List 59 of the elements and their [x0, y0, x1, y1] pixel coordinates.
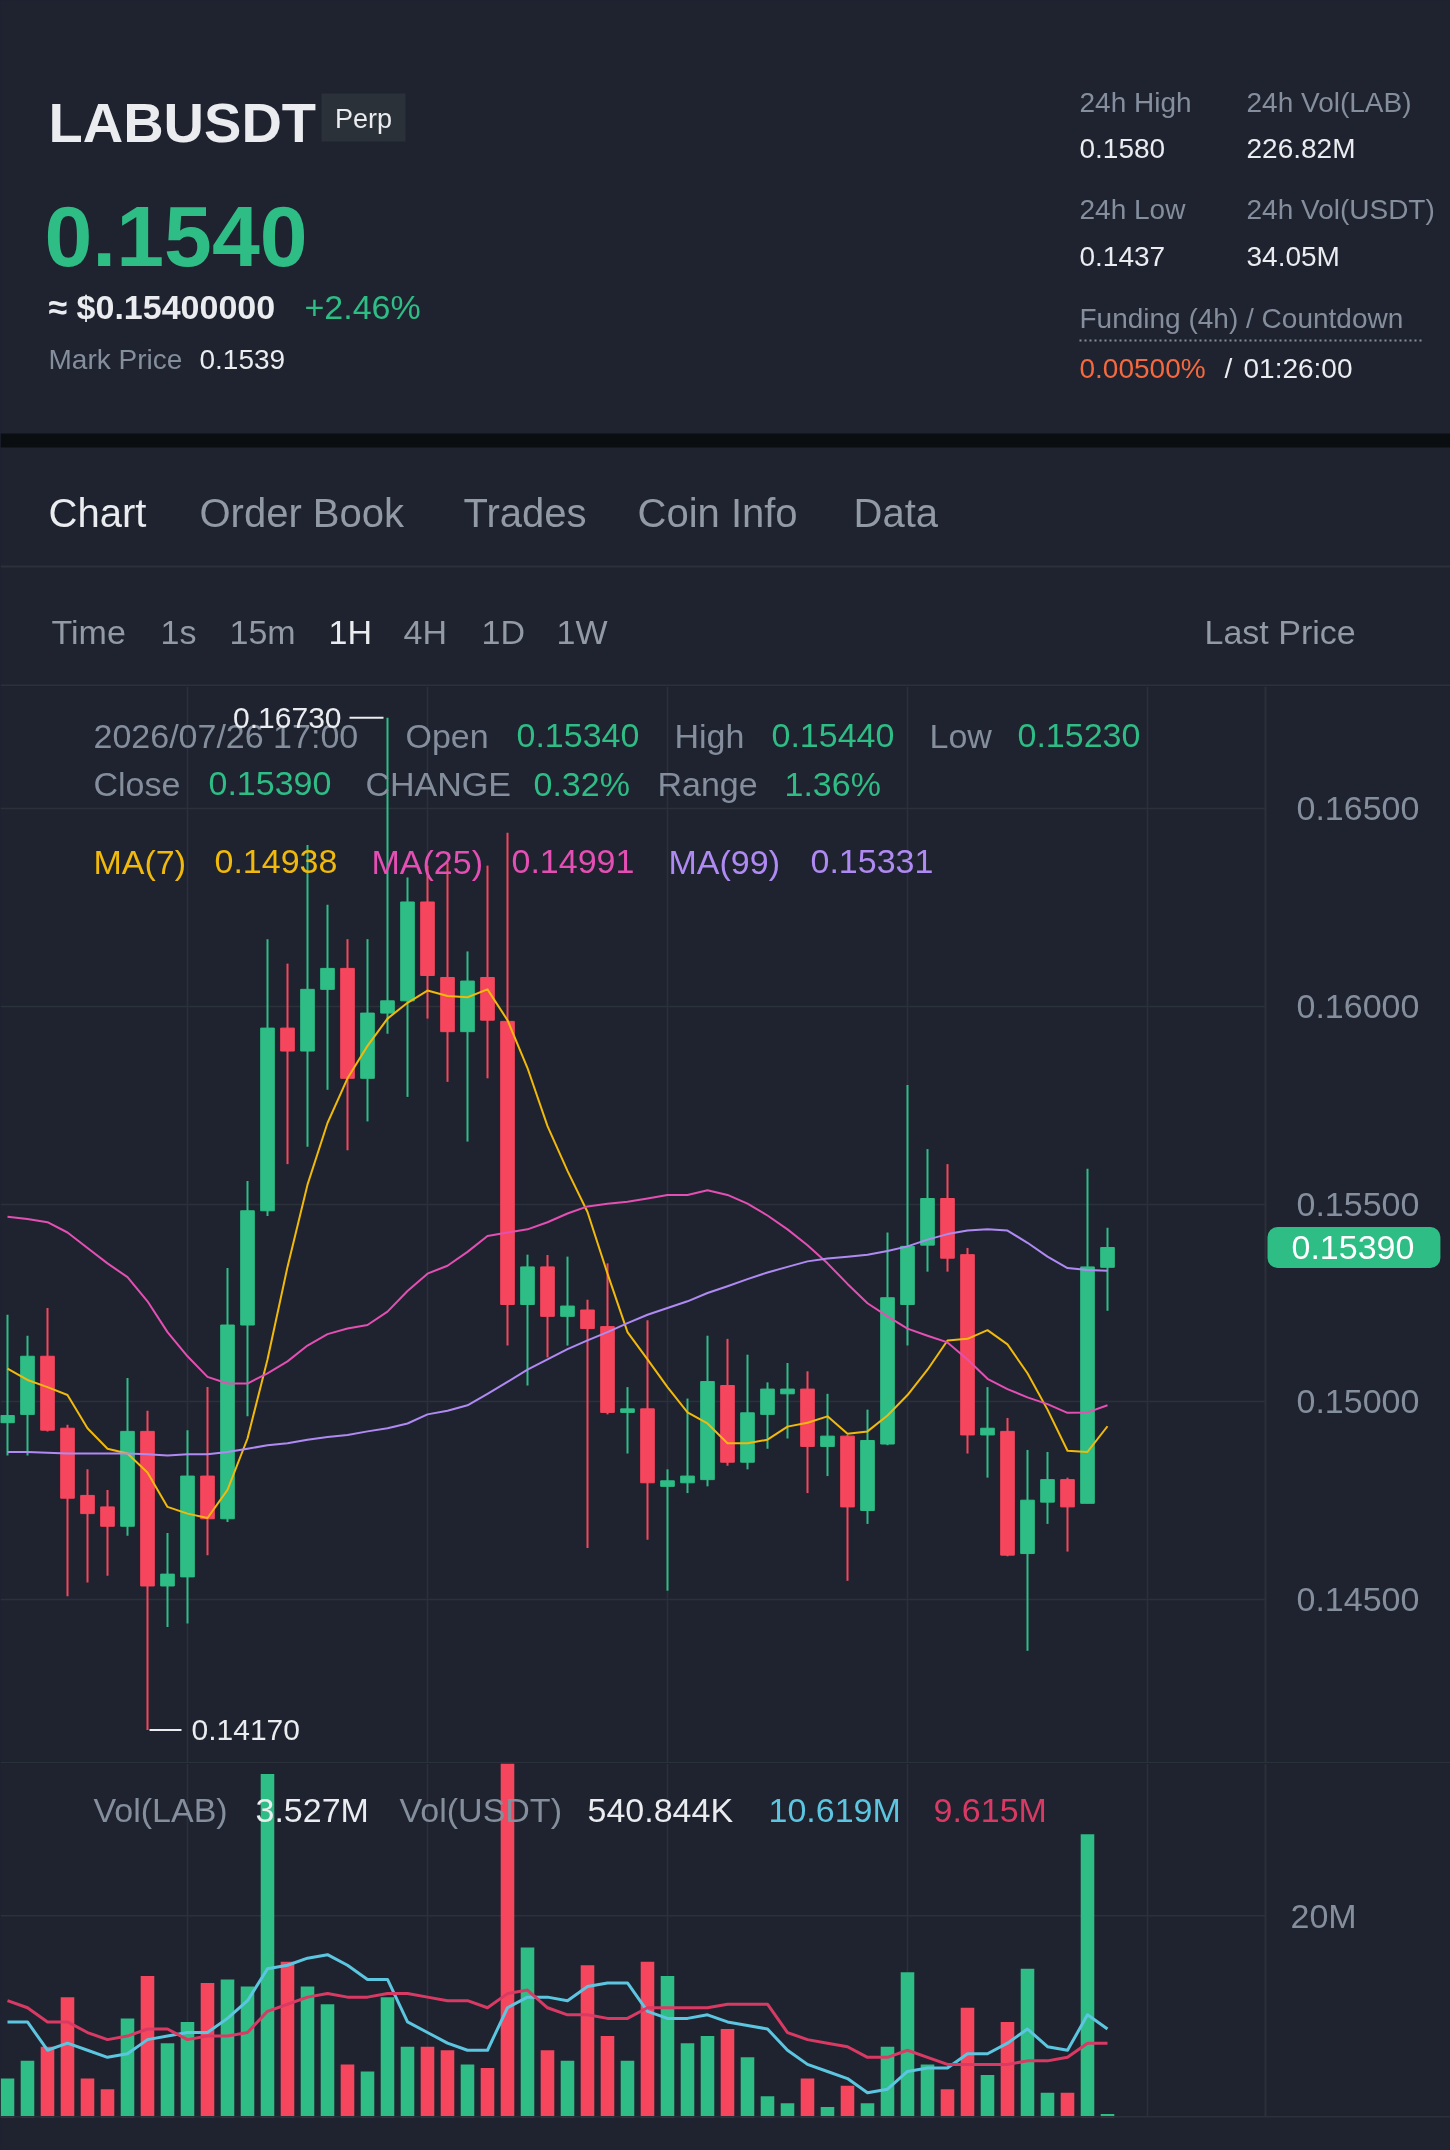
text: 0.00500%: [1079, 353, 1206, 384]
text: Funding (4h) / Countdown: [1079, 303, 1404, 334]
annotation: 10.619M: [768, 1790, 901, 1829]
text: /: [1224, 353, 1233, 384]
text: Trades: [463, 490, 587, 535]
text: 1D: [481, 612, 525, 651]
annotation: Range: [657, 764, 758, 803]
annotation: Close: [93, 764, 181, 803]
annotation: 9.615M: [933, 1790, 1047, 1829]
text: 34.05M: [1246, 241, 1340, 272]
text: ≈ $0.15400000: [48, 287, 276, 326]
annotation: 0.15230: [1017, 716, 1141, 754]
text: 24h Vol(LAB): [1246, 87, 1412, 118]
text: 01:26:00: [1243, 353, 1353, 384]
text: Order Book: [199, 490, 406, 535]
annotation: Vol(LAB): [93, 1790, 228, 1829]
text: 0.1539: [199, 344, 286, 375]
text: Data: [853, 490, 939, 535]
text: MA(99): [668, 842, 780, 881]
y-tick-label: 0.16000: [1296, 986, 1420, 1025]
text: 0.1540: [44, 188, 308, 284]
annotation: 0.32%: [533, 764, 630, 803]
annotation: 0.15390: [208, 764, 332, 802]
y-tick-label: 0.16500: [1296, 789, 1420, 828]
text: Time: [51, 612, 126, 651]
text: 0.1437: [1079, 241, 1166, 272]
ref-line-label: 20M: [1290, 1896, 1357, 1935]
text: 0.1580: [1079, 133, 1166, 164]
text: 24h Vol(USDT): [1246, 194, 1435, 225]
text: LABUSDT: [48, 91, 317, 154]
text: Last Price: [1204, 612, 1356, 651]
text: 15m: [229, 612, 296, 651]
text: 24h High: [1079, 87, 1192, 118]
text: 24h Low: [1079, 194, 1187, 225]
annotation: Low: [929, 716, 993, 755]
annotation: 540.844K: [587, 1790, 734, 1829]
text: Perp: [334, 103, 393, 134]
annotation: 0.15331: [810, 842, 934, 880]
y-tick-label: 0.15500: [1296, 1184, 1420, 1223]
text: 1s: [160, 612, 197, 651]
text: +2.46%: [304, 287, 421, 326]
text: Chart: [48, 490, 147, 535]
y-tick-label: 0.15000: [1296, 1382, 1420, 1421]
text: MA(7): [93, 842, 187, 881]
y-tick-label: 0.14500: [1296, 1579, 1420, 1618]
text: 4H: [403, 612, 447, 651]
text: 0.15390: [1291, 1228, 1415, 1267]
annotation: 0.14991: [511, 842, 635, 880]
text: 226.82M: [1246, 133, 1356, 164]
text: 1H: [328, 612, 372, 651]
annotation: 0.15340: [516, 716, 640, 754]
annotation: High: [674, 716, 745, 755]
annotation: Open: [405, 716, 489, 755]
annotation: 0.14170: [191, 1712, 300, 1746]
annotation: 0.15440: [771, 716, 895, 754]
text: Coin Info: [637, 490, 798, 535]
text: 1W: [556, 612, 608, 651]
annotation: 1.36%: [784, 764, 881, 803]
text: Mark Price: [48, 344, 183, 375]
